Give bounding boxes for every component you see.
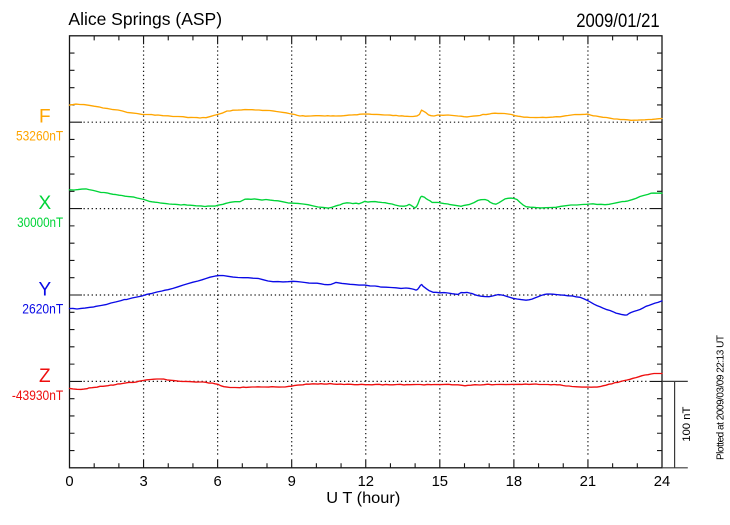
svg-text:18: 18	[506, 474, 522, 490]
svg-text:U T (hour): U T (hour)	[326, 490, 400, 507]
svg-text:53260nT: 53260nT	[16, 129, 64, 144]
svg-text:6: 6	[213, 474, 221, 490]
svg-text:-43930nT: -43930nT	[12, 388, 64, 403]
svg-text:3: 3	[139, 474, 147, 490]
svg-text:24: 24	[654, 474, 670, 490]
svg-text:100 nT: 100 nT	[681, 407, 693, 442]
svg-text:Y: Y	[38, 279, 51, 300]
svg-text:0: 0	[65, 474, 73, 490]
svg-text:Plotted at 2009/03/09 22:13 UT: Plotted at 2009/03/09 22:13 UT	[716, 335, 727, 460]
svg-text:2009/01/21: 2009/01/21	[576, 11, 660, 32]
svg-text:12: 12	[358, 474, 374, 490]
svg-text:X: X	[38, 193, 51, 214]
svg-text:15: 15	[432, 474, 448, 490]
svg-text:F: F	[39, 107, 51, 128]
svg-text:30000nT: 30000nT	[17, 215, 64, 230]
svg-text:2620nT: 2620nT	[22, 301, 63, 316]
svg-text:9: 9	[288, 474, 296, 490]
svg-text:21: 21	[580, 474, 596, 490]
svg-text:Z: Z	[39, 366, 51, 387]
svg-text:Alice Springs (ASP): Alice Springs (ASP)	[68, 9, 222, 29]
